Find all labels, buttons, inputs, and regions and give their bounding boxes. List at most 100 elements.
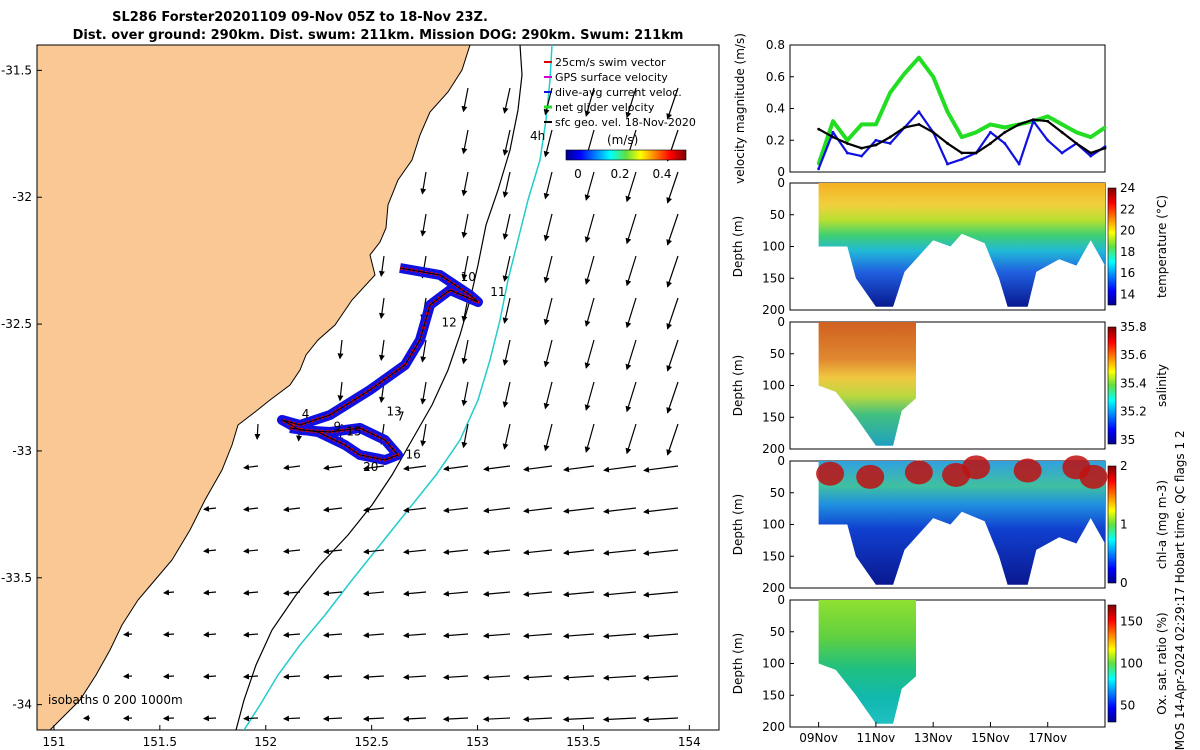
colorbar-tick-label: 1	[1120, 518, 1128, 532]
geo-velocity-arrow	[322, 632, 343, 639]
geo-velocity-arrow	[243, 464, 259, 471]
geo-velocity-arrow	[543, 171, 553, 200]
geo-velocity-arrow	[403, 465, 427, 472]
velocity-point	[974, 130, 978, 134]
geo-velocity-arrow	[522, 716, 553, 723]
geo-velocity-arrow	[625, 171, 637, 203]
day-label: 15	[346, 425, 361, 439]
velocity-point	[817, 127, 821, 131]
velocity-point	[874, 143, 878, 147]
colorbar-tick-label: 18	[1120, 245, 1135, 259]
geo-velocity-arrow	[322, 590, 343, 597]
geo-velocity-arrow	[642, 716, 679, 723]
isobath-1000m	[243, 45, 553, 730]
day-label: 9	[334, 420, 342, 434]
geo-velocity-arrow	[442, 715, 469, 722]
velocity-ylabel: velocity magnitude (m/s)	[733, 33, 747, 184]
geo-velocity-arrow	[666, 423, 679, 456]
geo-velocity-arrow	[584, 381, 595, 411]
map-colorbar-tick: 0	[574, 167, 582, 181]
map-legend: 25cm/s swim vector GPS surface velocity …	[530, 56, 696, 181]
colorbar-tick-label: 35.8	[1120, 320, 1147, 334]
velocity-point	[917, 56, 921, 60]
lon-tick-label: 151	[42, 735, 65, 749]
velocity-point	[1060, 122, 1064, 126]
velocity-point	[903, 72, 906, 75]
geo-velocity-arrow	[563, 507, 595, 514]
colorbar-tick-label: 35	[1120, 433, 1135, 447]
geo-velocity-arrow	[562, 549, 595, 556]
depth-tick-label: 200	[762, 303, 785, 317]
colorbar-tick-label: 35.6	[1120, 348, 1147, 362]
velocity-point	[1046, 119, 1050, 123]
velocity-point	[831, 135, 835, 139]
legend-geo-velocity: sfc geo. vel. 18-Nov-2020	[555, 116, 696, 129]
geo-velocity-arrow	[625, 255, 637, 287]
geo-velocity-arrow	[282, 715, 301, 722]
geo-velocity-arrow	[523, 465, 553, 472]
section-fill	[818, 600, 916, 724]
geo-velocity-arrow	[543, 255, 553, 284]
velocity-point	[989, 130, 992, 134]
geo-velocity-arrow	[362, 590, 385, 597]
geo-velocity-arrow	[563, 465, 595, 473]
velocity-ytick-label: 0.4	[766, 102, 785, 116]
velocity-point	[931, 75, 935, 79]
time-tick-label: 13Nov	[914, 731, 953, 745]
map-colorbar-unit: (m/s)	[607, 133, 638, 147]
velocity-point	[1074, 142, 1078, 145]
velocity-point	[888, 91, 892, 95]
velocity-ytick-label: 0.8	[766, 38, 785, 52]
lat-tick-label: -33	[12, 444, 32, 458]
map-colorbar	[565, 149, 687, 161]
geo-velocity-arrow	[543, 339, 553, 368]
geo-velocity-arrow	[162, 715, 175, 722]
figure-subtitle: Dist. over ground: 290km. Dist. swum: 21…	[73, 28, 684, 43]
day-label: 4	[302, 407, 310, 421]
depth-tick-label: 50	[770, 486, 785, 500]
section-colorbar	[1107, 604, 1117, 723]
chl-maximum-patch	[904, 460, 933, 485]
velocity-point	[1017, 162, 1021, 166]
velocity-point	[989, 142, 992, 145]
map-colorbar-tick: 0.4	[652, 167, 671, 181]
colorbar-label: temperature (°C)	[1155, 195, 1169, 298]
depth-tick-label: 0	[777, 176, 785, 190]
geo-velocity-arrow	[162, 673, 175, 680]
colorbar-label: Ox. sat. ratio (%)	[1155, 612, 1169, 714]
colorbar-tick-label: 20	[1120, 224, 1135, 238]
velocity-point	[1003, 130, 1007, 134]
geo-velocity-arrow	[502, 255, 511, 282]
geo-velocity-arrow	[642, 549, 679, 557]
lon-tick-label: 151.5	[143, 735, 177, 749]
geo-velocity-arrow	[163, 589, 175, 596]
chl-maximum-patch	[1013, 458, 1042, 483]
geo-velocity-arrow	[283, 506, 301, 513]
geo-velocity-arrow	[482, 590, 511, 597]
day-label: 13	[386, 404, 401, 418]
geo-velocity-arrow	[283, 548, 301, 555]
velocity-ytick-label: 0.6	[766, 70, 785, 84]
geo-velocity-arrow	[242, 673, 259, 680]
geo-velocity-arrow	[243, 547, 259, 554]
day-label: 10	[461, 270, 476, 284]
geo-velocity-arrow	[461, 213, 469, 239]
geo-velocity-arrow	[242, 715, 259, 722]
colorbar-tick-label: 2	[1120, 459, 1128, 473]
geo-velocity-arrow	[283, 464, 301, 471]
depth-tick-label: 0	[777, 593, 785, 607]
velocity-point	[917, 122, 921, 126]
geo-velocity-arrow	[442, 674, 469, 681]
geo-velocity-arrow	[666, 381, 679, 414]
geo-velocity-arrow	[562, 591, 595, 598]
geo-velocity-arrow	[123, 631, 133, 638]
geo-velocity-arrow	[123, 673, 133, 680]
legend-swim-vector: 25cm/s swim vector	[555, 56, 666, 69]
lon-tick-label: 152	[254, 735, 277, 749]
velocity-point	[931, 130, 935, 134]
colorbar-tick-label: 14	[1120, 287, 1135, 301]
geo-velocity-arrow	[378, 255, 385, 278]
depth-tick-label: 100	[762, 240, 785, 254]
depth-ylabel: Depth (m)	[731, 216, 745, 277]
